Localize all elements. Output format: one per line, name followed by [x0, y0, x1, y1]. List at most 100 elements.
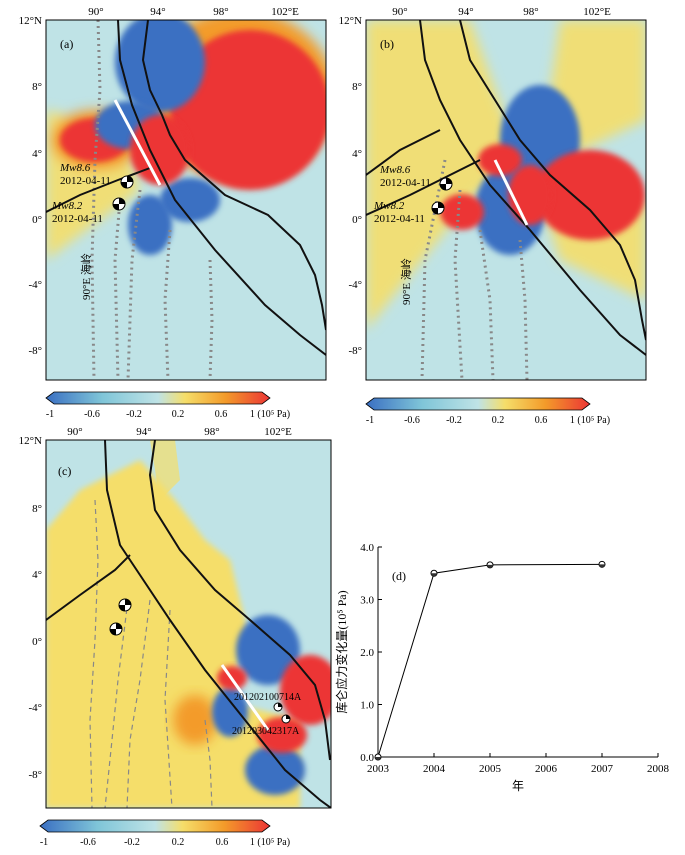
cb-c-tick-4: 0.6	[216, 837, 229, 848]
cb-c-tick-1: -0.6	[80, 837, 96, 848]
c-lat-tick-3: 0°	[32, 636, 42, 648]
cb-c-tick-5: 1 (10⁵ Pa)	[250, 837, 290, 848]
x-tick-label: 2006	[535, 763, 558, 775]
c-lat-tick-2: 4°	[32, 569, 42, 581]
c-lat-tick-0: 12°N	[19, 435, 42, 447]
b-lat-tick-4: -4°	[348, 279, 362, 291]
y-tick-label: 2.0	[360, 647, 374, 659]
c-lat-tick-4: -4°	[28, 702, 42, 714]
a-lon-tick-1: 94°	[150, 6, 165, 18]
cb-c-tick-0: -1	[40, 837, 48, 848]
data-point-fill	[599, 564, 605, 568]
event-b1-name: Mw8.6	[379, 164, 411, 176]
focal-mechanism-b1	[439, 177, 453, 191]
panel-d-chart: (d) 年 库仑应力变化量(10⁵ Pa) 2003 2004 2005 2006 20…	[334, 542, 670, 793]
event-a2-date: 2012-04-11	[52, 213, 103, 225]
x-tick-label: 2008	[647, 763, 670, 775]
event-c2-name: 201203042317A	[232, 726, 300, 737]
c-lon-tick-3: 102°E	[264, 426, 292, 438]
a-lon-tick-0: 90°	[88, 6, 103, 18]
cb-c-tick-3: 0.2	[172, 837, 185, 848]
colorbar-c: -1 -0.6 -0.2 0.2 0.6 1 (10⁵ Pa)	[39, 819, 290, 848]
colorbar-a: -1 -0.6 -0.2 0.2 0.6 1 (10⁵ Pa)	[45, 391, 290, 420]
cb-b-tick-1: -0.6	[404, 415, 420, 426]
a-lon-tick-2: 98°	[213, 6, 228, 18]
focal-mechanism-c3	[273, 702, 283, 712]
b-lon-tick-1: 94°	[458, 6, 473, 18]
y-tick-label: 1.0	[360, 700, 374, 712]
c-lon-tick-1: 94°	[136, 426, 151, 438]
cb-a-tick-2: -0.2	[126, 409, 142, 420]
panel-c-map: 201202100714A 201203042317A (c)	[46, 440, 331, 808]
c-lon-tick-2: 98°	[204, 426, 219, 438]
ridge-label-b: 90°E 海岭	[399, 258, 413, 305]
a-lon-tick-3: 102°E	[271, 6, 299, 18]
data-point-fill	[487, 564, 493, 568]
cb-a-tick-0: -1	[46, 409, 54, 420]
y-tick-label: 3.0	[360, 595, 374, 607]
b-lat-tick-0: 12°N	[339, 15, 362, 27]
event-a1-name: Mw8.6	[59, 162, 91, 174]
event-b1-date: 2012-04-11	[380, 177, 431, 189]
b-lat-tick-2: 4°	[352, 148, 362, 160]
cb-b-tick-3: 0.2	[492, 415, 505, 426]
a-lat-tick-4: -4°	[28, 279, 42, 291]
cb-b-tick-5: 1 (10⁵ Pa)	[570, 415, 610, 426]
b-lat-tick-1: 8°	[352, 81, 362, 93]
focal-mechanism-b2	[431, 201, 445, 215]
x-tick-label: 2003	[367, 763, 390, 775]
x-tick-label: 2004	[423, 763, 446, 775]
panel-c: 201202100714A 201203042317A (c) 90° 94° …	[19, 426, 332, 848]
series-line	[377, 563, 603, 758]
panel-a-label: (a)	[60, 37, 73, 51]
y-tick-label: 0.0	[360, 752, 374, 764]
panel-a-map: Mw8.6 2012-04-11 Mw8.2 2012-04-11 90°E 海…	[46, 20, 326, 380]
panel-a: Mw8.6 2012-04-11 Mw8.2 2012-04-11 90°E 海…	[19, 6, 327, 420]
panel-c-label: (c)	[58, 464, 71, 478]
event-a2-name: Mw8.2	[51, 200, 83, 212]
a-lat-tick-5: -8°	[28, 345, 42, 357]
cb-b-tick-4: 0.6	[535, 415, 548, 426]
panel-b: Mw8.6 2012-04-11 Mw8.2 2012-04-11 90°E 海…	[339, 6, 647, 426]
y-tick-label: 4.0	[360, 542, 374, 554]
event-c1-name: 201202100714A	[234, 692, 302, 703]
a-lat-tick-3: 0°	[32, 214, 42, 226]
panel-b-map: Mw8.6 2012-04-11 Mw8.2 2012-04-11 90°E 海…	[366, 20, 646, 380]
cb-b-tick-2: -0.2	[446, 415, 462, 426]
cb-b-tick-0: -1	[366, 415, 374, 426]
cb-a-tick-3: 0.2	[172, 409, 185, 420]
cb-a-tick-4: 0.6	[215, 409, 228, 420]
focal-mechanism-mw86	[120, 175, 134, 189]
focal-mechanism-c1	[118, 598, 132, 612]
data-point-fill	[375, 757, 381, 760]
b-lon-tick-3: 102°E	[583, 6, 611, 18]
ridge-label-a: 90°E 海岭	[79, 253, 93, 300]
event-b2-date: 2012-04-11	[374, 213, 425, 225]
focal-mechanism-c2	[109, 622, 123, 636]
a-lat-tick-0: 12°N	[19, 15, 42, 27]
focal-mechanism-c4	[281, 714, 291, 724]
x-tick-label: 2007	[591, 763, 614, 775]
panel-b-label: (b)	[380, 37, 394, 51]
a-lat-tick-2: 4°	[32, 148, 42, 160]
event-b2-name: Mw8.2	[373, 200, 405, 212]
c-lat-tick-1: 8°	[32, 503, 42, 515]
event-a1-date: 2012-04-11	[60, 175, 111, 187]
c-lat-tick-5: -8°	[28, 769, 42, 781]
x-axis-label: 年	[512, 779, 524, 793]
data-point-fill	[431, 573, 437, 577]
a-lat-tick-1: 8°	[32, 81, 42, 93]
cb-a-tick-1: -0.6	[84, 409, 100, 420]
y-axis-label: 库仑应力变化量(10⁵ Pa)	[334, 590, 349, 713]
b-lon-tick-2: 98°	[523, 6, 538, 18]
c-lon-tick-0: 90°	[67, 426, 82, 438]
x-tick-label: 2005	[479, 763, 502, 775]
b-lon-tick-0: 90°	[392, 6, 407, 18]
cb-a-tick-5: 1 (10⁵ Pa)	[250, 409, 290, 420]
focal-mechanism-mw82	[112, 197, 126, 211]
b-lat-tick-3: 0°	[352, 214, 362, 226]
panel-d-label: (d)	[392, 569, 406, 583]
cb-c-tick-2: -0.2	[124, 837, 140, 848]
b-lat-tick-5: -8°	[348, 345, 362, 357]
